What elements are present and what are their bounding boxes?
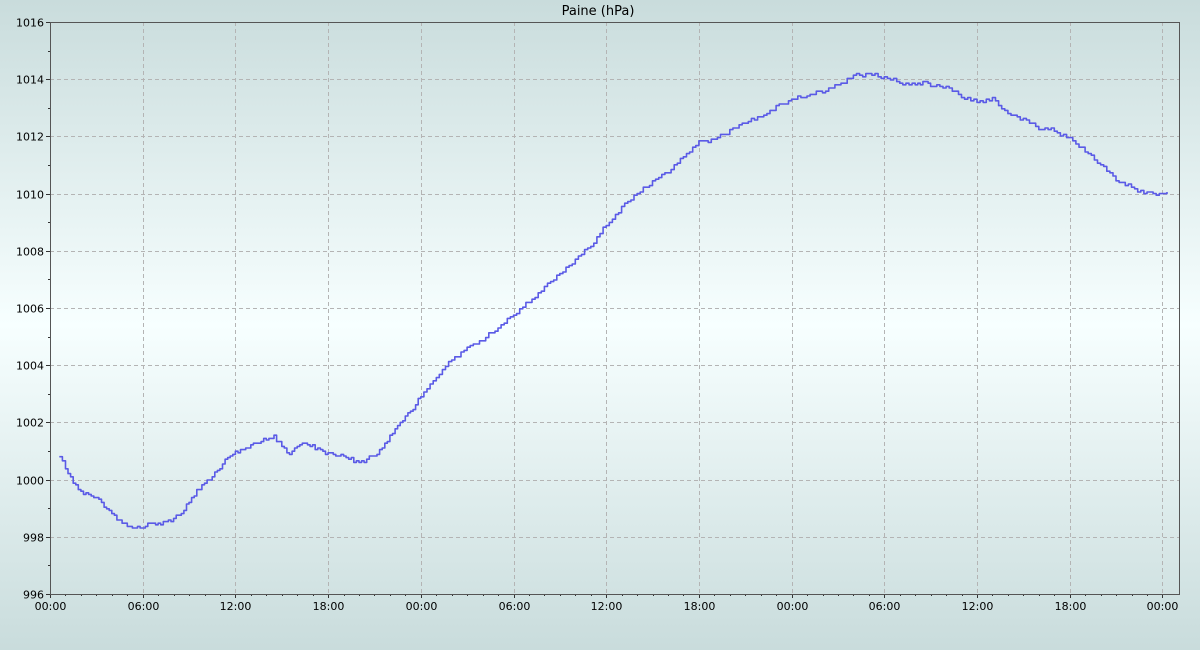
grid-layer (50, 22, 1179, 594)
y-tick-label: 1000 (16, 475, 44, 488)
chart-title: Paine (hPa) (562, 4, 635, 19)
y-tick-label: 996 (23, 589, 44, 602)
series-layer (59, 72, 1168, 529)
y-tick-label: 1010 (16, 189, 44, 202)
label-layer: 996 998 1000 1002 1004 1006 1008 1010 1012 1014 10… (16, 17, 1178, 614)
x-tick-label: 12:00 (591, 600, 623, 613)
x-tick-label: 12:00 (220, 600, 252, 613)
x-tick-label: 18:00 (1055, 600, 1087, 613)
x-tick-label: 06:00 (128, 600, 160, 613)
series-line (59, 72, 1168, 529)
y-tick-label: 1006 (16, 303, 44, 316)
y-tick-label: 1012 (16, 131, 44, 144)
x-tick-label: 00:00 (777, 600, 809, 613)
x-tick-label: 00:00 (1147, 600, 1179, 613)
y-tick-label: 1002 (16, 417, 44, 430)
y-tick-label: 1014 (16, 74, 44, 87)
y-tick-label: 1008 (16, 246, 44, 259)
plot-frame (50, 22, 1180, 595)
x-tick-label: 18:00 (684, 600, 716, 613)
x-tick-label: 12:00 (962, 600, 994, 613)
x-tick-label: 18:00 (313, 600, 345, 613)
y-tick-label: 1004 (16, 360, 44, 373)
y-tick-label: 998 (23, 532, 44, 545)
y-tick-label: 1016 (16, 17, 44, 30)
x-tick-label: 06:00 (869, 600, 901, 613)
x-tick-label: 00:00 (35, 600, 67, 613)
x-tick-label: 06:00 (499, 600, 531, 613)
x-tick-label: 00:00 (406, 600, 438, 613)
